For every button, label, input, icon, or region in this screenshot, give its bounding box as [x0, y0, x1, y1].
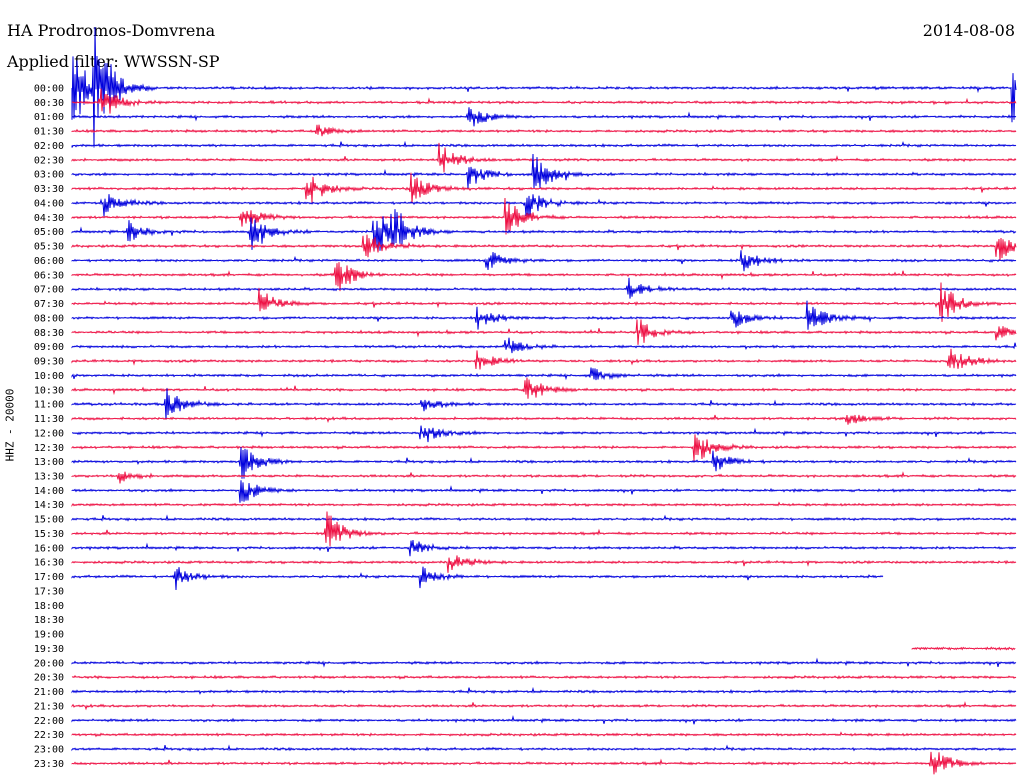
time-label-1130: 11:30 — [34, 414, 64, 425]
time-label-1100: 11:00 — [34, 400, 64, 411]
trace-0330 — [71, 172, 1017, 204]
trace-1630 — [71, 555, 1017, 573]
time-label-1030: 10:30 — [34, 385, 64, 396]
time-label-1900: 19:00 — [34, 630, 64, 641]
time-label-1500: 15:00 — [34, 515, 64, 526]
time-label-1600: 16:00 — [34, 543, 64, 554]
time-label-2300: 23:00 — [34, 745, 64, 756]
time-label-2030: 20:30 — [34, 673, 64, 684]
time-label-0000: 00:00 — [34, 84, 64, 95]
time-label-1730: 17:30 — [34, 586, 64, 597]
trace-2230 — [71, 731, 1017, 738]
time-label-1400: 14:00 — [34, 486, 64, 497]
trace-1430 — [71, 501, 1017, 508]
trace-0200 — [71, 140, 1017, 149]
time-label-0330: 03:30 — [34, 184, 64, 195]
time-label-0700: 07:00 — [34, 285, 64, 296]
station-title: HA Prodromos-Domvrena — [7, 21, 216, 40]
time-label-1700: 17:00 — [34, 572, 64, 583]
time-label-0930: 09:30 — [34, 357, 64, 368]
trace-0700 — [71, 277, 1017, 299]
time-label-0600: 06:00 — [34, 256, 64, 267]
trace-2300 — [71, 744, 1017, 752]
time-label-1830: 18:30 — [34, 615, 64, 626]
trace-1000 — [71, 367, 1017, 381]
time-label-0530: 05:30 — [34, 242, 64, 253]
time-label-1200: 12:00 — [34, 428, 64, 439]
time-label-0200: 02:00 — [34, 141, 64, 152]
trace-2130 — [71, 701, 1017, 711]
trace-1330 — [71, 471, 1017, 484]
trace-0600 — [71, 250, 1017, 272]
time-label-1430: 14:30 — [34, 500, 64, 511]
trace-2200 — [71, 715, 1017, 725]
filter-label: Applied filter: WWSSN-SP — [7, 52, 220, 71]
trace-1600 — [71, 539, 1017, 557]
trace-2100 — [71, 686, 1017, 695]
time-label-0430: 04:30 — [34, 213, 64, 224]
time-label-2130: 21:30 — [34, 701, 64, 712]
time-label-1300: 13:00 — [34, 457, 64, 468]
trace-0400 — [71, 194, 1017, 218]
time-label-1230: 12:30 — [34, 443, 64, 454]
trace-0230 — [71, 142, 1017, 173]
time-label-2200: 22:00 — [34, 716, 64, 727]
time-label-1330: 13:30 — [34, 471, 64, 482]
time-label-2330: 23:30 — [34, 759, 64, 770]
trace-0430 — [71, 197, 1017, 235]
trace-0800 — [71, 300, 1017, 330]
time-label-1530: 15:30 — [34, 529, 64, 540]
time-label-2100: 21:00 — [34, 687, 64, 698]
time-label-0800: 08:00 — [34, 313, 64, 324]
trace-2330 — [71, 751, 1017, 775]
time-label-1000: 10:00 — [34, 371, 64, 382]
trace-1400 — [71, 480, 1017, 503]
time-label-0030: 00:30 — [34, 98, 64, 109]
time-label-0300: 03:00 — [34, 170, 64, 181]
time-label-0400: 04:00 — [34, 198, 64, 209]
trace-1700 — [71, 566, 884, 591]
trace-1200 — [71, 425, 1017, 443]
time-label-1930: 19:30 — [34, 644, 64, 655]
trace-0730 — [71, 282, 1017, 322]
time-tick-labels: 00:00 00:30 01:00 01:30 02:00 02:30 03:00 03:30… — [34, 84, 64, 770]
time-label-0730: 07:30 — [34, 299, 64, 310]
trace-1300 — [71, 447, 1017, 479]
trace-1530 — [71, 511, 1017, 547]
time-label-2000: 20:00 — [34, 658, 64, 669]
trace-2030 — [71, 674, 1017, 680]
trace-0900 — [71, 337, 1017, 354]
time-label-0130: 01:30 — [34, 127, 64, 138]
trace-1130 — [71, 414, 1017, 425]
trace-1500 — [71, 514, 1017, 522]
trace-1930 — [911, 646, 1016, 651]
trace-0500 — [71, 209, 1017, 251]
seismic-traces — [71, 26, 1017, 775]
trace-0130 — [71, 124, 1017, 137]
trace-0930 — [71, 348, 1017, 370]
time-label-1800: 18:00 — [34, 601, 64, 612]
trace-2000 — [71, 657, 1017, 668]
trace-0000 — [71, 26, 1017, 148]
time-label-1630: 16:30 — [34, 558, 64, 569]
trace-1100 — [71, 388, 1017, 420]
time-label-0830: 08:30 — [34, 328, 64, 339]
trace-0300 — [71, 153, 1017, 189]
trace-1230 — [71, 434, 1017, 461]
time-label-0230: 02:30 — [34, 155, 64, 166]
trace-0530 — [71, 234, 1017, 261]
time-label-0900: 09:00 — [34, 342, 64, 353]
trace-1030 — [71, 377, 1017, 399]
trace-0630 — [71, 262, 1017, 292]
time-label-0500: 05:00 — [34, 227, 64, 238]
trace-0830 — [71, 319, 1017, 345]
trace-0030 — [71, 88, 1017, 114]
trace-0100 — [71, 107, 1017, 127]
time-label-0630: 06:30 — [34, 270, 64, 281]
date-label: 2014-08-08 — [922, 21, 1015, 40]
time-label-0100: 01:00 — [34, 112, 64, 123]
time-label-2230: 22:30 — [34, 730, 64, 741]
